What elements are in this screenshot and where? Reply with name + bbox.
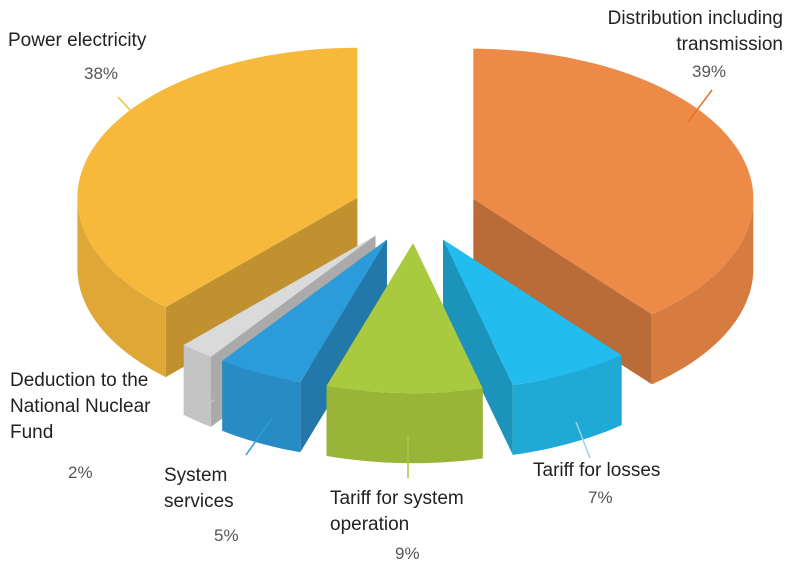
slice-top xyxy=(326,243,483,394)
slice-side xyxy=(473,198,652,385)
leader-line xyxy=(687,89,713,123)
slice-wall xyxy=(326,385,483,464)
slice-label: Deduction to the National Nuclear Fund xyxy=(10,370,151,443)
value-label: 5% xyxy=(214,526,239,545)
slice-top xyxy=(473,48,754,315)
leader-line xyxy=(117,96,144,125)
slice-label: Power electricity xyxy=(8,30,147,51)
slices xyxy=(77,47,754,464)
slice-label: System services xyxy=(164,465,234,512)
value-label: 2% xyxy=(68,463,93,482)
leader-line xyxy=(245,417,273,456)
slice-top xyxy=(222,239,387,383)
leader-line xyxy=(575,421,591,459)
slice-wall xyxy=(222,360,301,453)
slice-top xyxy=(77,47,358,308)
slice-wall xyxy=(651,198,754,385)
slice-wall xyxy=(183,344,211,427)
slice-wall xyxy=(77,197,166,378)
slice-label: Tariff for system operation xyxy=(330,488,464,535)
slice-wall xyxy=(512,355,622,455)
slice-label: Distribution including transmission xyxy=(607,8,783,55)
leader-lines xyxy=(117,89,713,478)
value-label: 39% xyxy=(692,62,727,81)
slice-top xyxy=(443,239,622,385)
slice-side xyxy=(443,239,513,455)
value-label: 38% xyxy=(84,64,119,83)
slice-top xyxy=(183,235,376,357)
leader-line xyxy=(191,399,215,415)
value-label: 7% xyxy=(588,488,613,507)
slice-label: Tariff for losses xyxy=(533,460,661,481)
value-label: 9% xyxy=(395,544,420,563)
